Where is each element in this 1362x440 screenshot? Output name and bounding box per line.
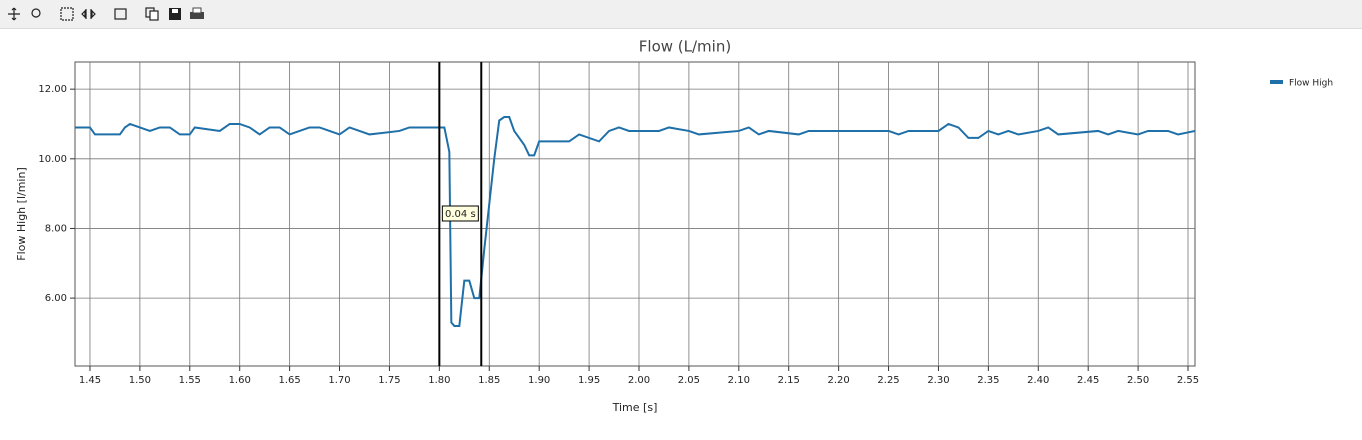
x-axis-label: Time [s] (612, 401, 658, 414)
save-label (172, 9, 178, 13)
y-tick-label: 10.00 (38, 154, 67, 165)
x-tick-label: 2.50 (1127, 375, 1149, 386)
x-tick-label: 1.45 (79, 375, 101, 386)
zoom-icon[interactable] (31, 8, 41, 18)
select-icon[interactable] (60, 7, 74, 21)
copy-icon-back (149, 10, 159, 21)
x-tick-label: 2.25 (877, 375, 899, 386)
x-tick-label: 1.90 (528, 375, 550, 386)
print-icon[interactable] (190, 12, 204, 19)
x-tick-label: 1.80 (428, 375, 450, 386)
pan-icon[interactable] (8, 7, 20, 21)
annotation: 0.04 s (445, 209, 476, 220)
x-tick-label: 1.85 (478, 375, 500, 386)
print-paper (192, 7, 202, 14)
x-tick-label: 2.30 (927, 375, 949, 386)
plot-area (74, 61, 1196, 367)
x-tick-label: 1.60 (229, 375, 251, 386)
cursor-icon[interactable] (81, 9, 96, 19)
x-tick-label: 1.95 (578, 375, 600, 386)
x-tick-label: 2.05 (678, 375, 700, 386)
annotation-box (441, 205, 479, 222)
x-tick-label: 2.10 (728, 375, 750, 386)
x-tick-label: 2.20 (828, 375, 850, 386)
toolbar (0, 0, 1362, 29)
legend-swatch (1270, 80, 1283, 84)
toolbar-icons (8, 7, 204, 21)
x-tick-label: 2.55 (1177, 375, 1199, 386)
x-tick-label: 1.75 (378, 375, 400, 386)
x-tick-label: 2.40 (1027, 375, 1049, 386)
y-tick-label: 12.00 (38, 84, 67, 95)
x-tick-label: 1.50 (129, 375, 151, 386)
data-line (75, 116, 1196, 327)
x-tick-label: 2.45 (1077, 375, 1099, 386)
chart-title: Flow (L/min) (639, 38, 731, 56)
y-axis-label: Flow High [l/min] (15, 167, 28, 260)
y-tick-label: 6.00 (45, 293, 67, 304)
properties-icon[interactable] (114, 8, 127, 20)
x-tick-label: 2.00 (628, 375, 650, 386)
x-tick-label: 1.65 (278, 375, 300, 386)
x-tick-label: 1.70 (328, 375, 350, 386)
y-tick-label: 8.00 (45, 223, 67, 234)
x-tick-label: 2.35 (977, 375, 999, 386)
x-tick-label: 1.55 (179, 375, 201, 386)
legend-label: Flow High (1289, 79, 1333, 89)
x-tick-label: 2.15 (778, 375, 800, 386)
chart: Flow (L/min) Time [s] Flow High [l/min] … (15, 38, 1333, 415)
